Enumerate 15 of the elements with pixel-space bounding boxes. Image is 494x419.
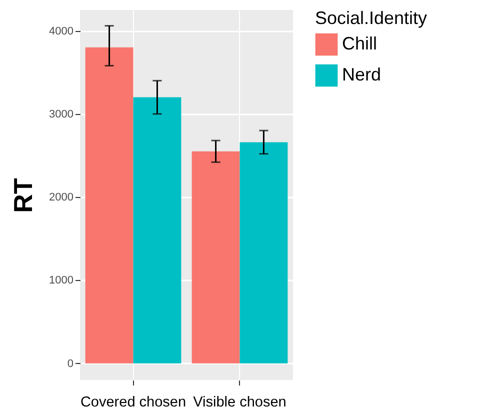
bar [133, 97, 182, 364]
y-axis-title: RT [8, 178, 38, 213]
y-tick-label: 4000 [49, 25, 74, 38]
legend-label: Nerd [342, 64, 382, 84]
y-tick-label: 1000 [49, 274, 74, 287]
bar [192, 151, 240, 364]
legend-label: Chill [342, 34, 378, 54]
y-tick-label: 3000 [49, 108, 74, 120]
bar [85, 47, 134, 364]
x-tick-label: Visible chosen [193, 394, 286, 410]
legend-title: Social.Identity [315, 8, 428, 28]
y-tick-label: 0 [67, 358, 74, 370]
y-tick-label: 2000 [49, 192, 74, 204]
bar [240, 142, 288, 364]
x-tick-label: Covered chosen [80, 394, 186, 410]
